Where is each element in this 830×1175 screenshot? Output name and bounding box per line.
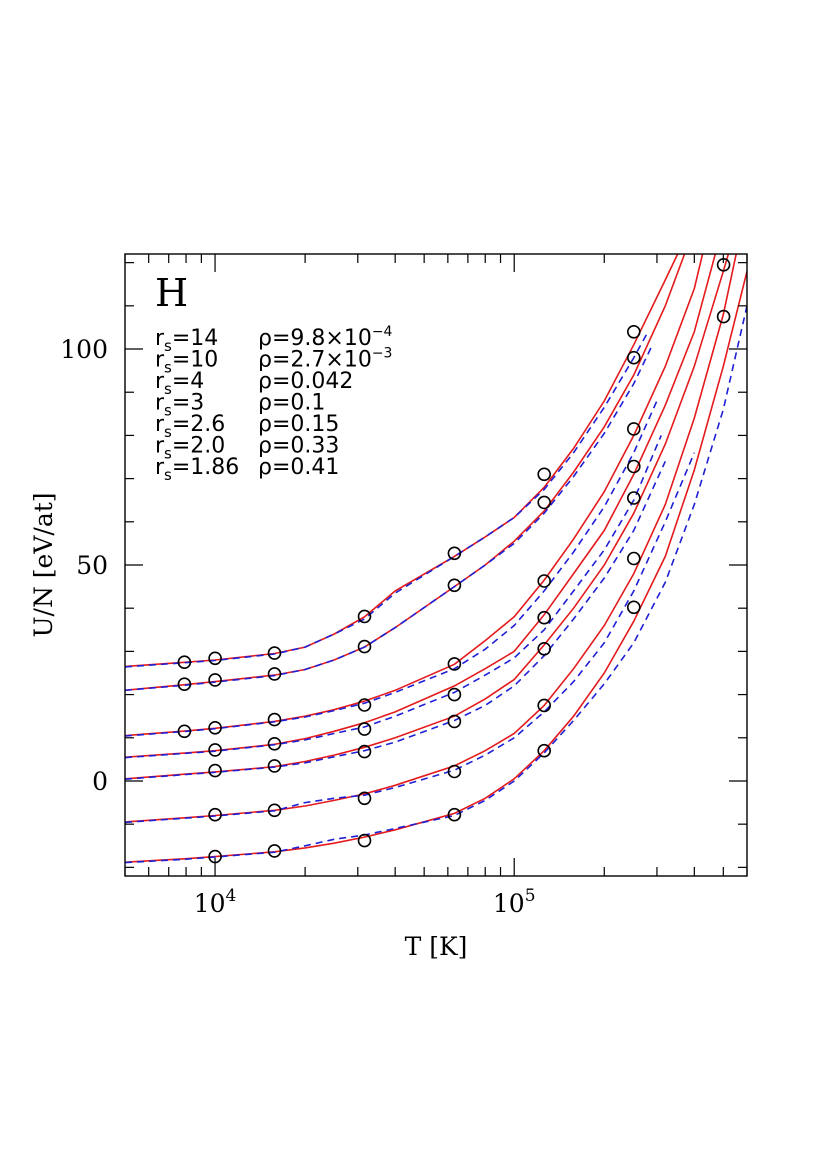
series-5-marker-6: [626, 491, 641, 505]
series-5-marker-5: [537, 641, 552, 656]
series-7-marker-6: [626, 600, 641, 615]
series-6-marker-6: [626, 551, 641, 566]
series-1-marker-1: [177, 655, 192, 670]
legend-rs-5: rs=2.6: [155, 412, 225, 441]
series-3-dashed-line: [125, 400, 658, 737]
series-2-dashed-line: [125, 344, 654, 692]
legend-rs-2: rs=10: [155, 348, 218, 377]
y-tick-labels: 0 50 100: [60, 335, 108, 796]
legend-rs-6: rs=2.0: [155, 434, 225, 463]
legend-rs-7: rs=1.86: [155, 455, 239, 484]
series-5-marker-1: [208, 763, 222, 778]
series-4-marker-1: [208, 743, 222, 757]
x-axis-label: T [K]: [405, 932, 468, 961]
series-3-solid-line: [125, 254, 704, 737]
legend-rho-1: ρ=9.8×10−4: [258, 324, 393, 351]
tick-layer: [124, 254, 748, 876]
series-7-marker-5: [537, 743, 552, 758]
series-4-marker-4: [447, 687, 462, 702]
y-tick-label: 0: [92, 767, 108, 796]
series-2-marker-1: [177, 677, 192, 692]
series-1-marker-4: [357, 609, 372, 624]
x-tick-label: 105: [493, 886, 536, 918]
series-2-marker-5: [447, 578, 462, 593]
series-3-marker-1: [177, 724, 192, 739]
series-3-marker-3: [267, 712, 282, 727]
series-6-marker-3: [357, 791, 372, 806]
legend-rho-2: ρ=2.7×10−3: [258, 346, 392, 373]
series-1-marker-6: [537, 467, 552, 482]
legend-rho-5: ρ=0.15: [258, 412, 339, 437]
series-6-dashed-line: [125, 452, 696, 824]
series-5-dashed-line: [125, 460, 667, 780]
legend-rs-1: rs=14: [155, 326, 218, 355]
legend-rho-3: ρ=0.042: [258, 369, 353, 394]
series-6-marker-1: [208, 807, 222, 822]
y-axis-label: U/N [eV/at]: [29, 492, 58, 637]
legend-rho-6: ρ=0.33: [258, 434, 339, 459]
series-2-marker-7: [626, 350, 641, 365]
series-1-marker-7: [626, 324, 641, 339]
series-4-dashed-line: [125, 435, 662, 759]
series-6-marker-2: [267, 803, 282, 818]
series-4-marker-2: [267, 736, 282, 751]
series-1-marker-5: [447, 546, 462, 561]
series-1-marker-2: [208, 651, 222, 666]
legend-rho-7: ρ=0.41: [258, 455, 339, 480]
series-3-marker-2: [208, 720, 222, 735]
series-1-dashed-line: [125, 331, 649, 668]
series-3-marker-4: [357, 698, 372, 712]
plot-frame: [124, 253, 748, 877]
legend-rho-4: ρ=0.1: [258, 391, 325, 416]
series-4-marker-6: [626, 459, 641, 474]
series-7-marker-4: [447, 807, 462, 822]
series-7-marker-2: [267, 844, 282, 858]
series-layer: [125, 254, 747, 864]
series-5-marker-2: [267, 759, 282, 773]
legend-rs-4: rs=3: [155, 391, 204, 420]
series-7-dashed-line: [125, 305, 747, 864]
series-4-marker-3: [357, 722, 372, 736]
panel-label: H: [155, 271, 188, 315]
y-tick-label: 50: [76, 551, 108, 580]
legend: rs=14 ρ=9.8×10−4 rs=10 ρ=2.7×10−3 rs=4 ρ=0.04…: [155, 324, 393, 484]
series-3-marker-6: [537, 574, 552, 588]
series-5-marker-3: [357, 744, 372, 759]
series-7-marker-3: [357, 833, 372, 848]
series-2-marker-3: [267, 667, 282, 681]
series-3-marker-7: [626, 422, 641, 436]
series-3-marker-5: [447, 657, 462, 671]
series-1-solid-line: [125, 254, 679, 668]
y-tick-label: 100: [60, 335, 108, 364]
series-5-marker-4: [447, 714, 462, 729]
x-tick-label: 104: [194, 886, 237, 918]
series-4-marker-5: [537, 610, 552, 625]
x-tick-labels: 104 105: [194, 886, 536, 918]
series-6-marker-4: [447, 764, 462, 779]
series-2-marker-2: [208, 673, 222, 687]
legend-rs-3: rs=4: [155, 369, 204, 398]
series-6-marker-5: [537, 698, 552, 713]
marker-layer: [177, 257, 731, 864]
series-7-marker-7: [716, 309, 731, 324]
series-2-marker-6: [537, 495, 552, 510]
series-2-marker-4: [357, 639, 372, 654]
series-1-marker-3: [267, 646, 282, 660]
